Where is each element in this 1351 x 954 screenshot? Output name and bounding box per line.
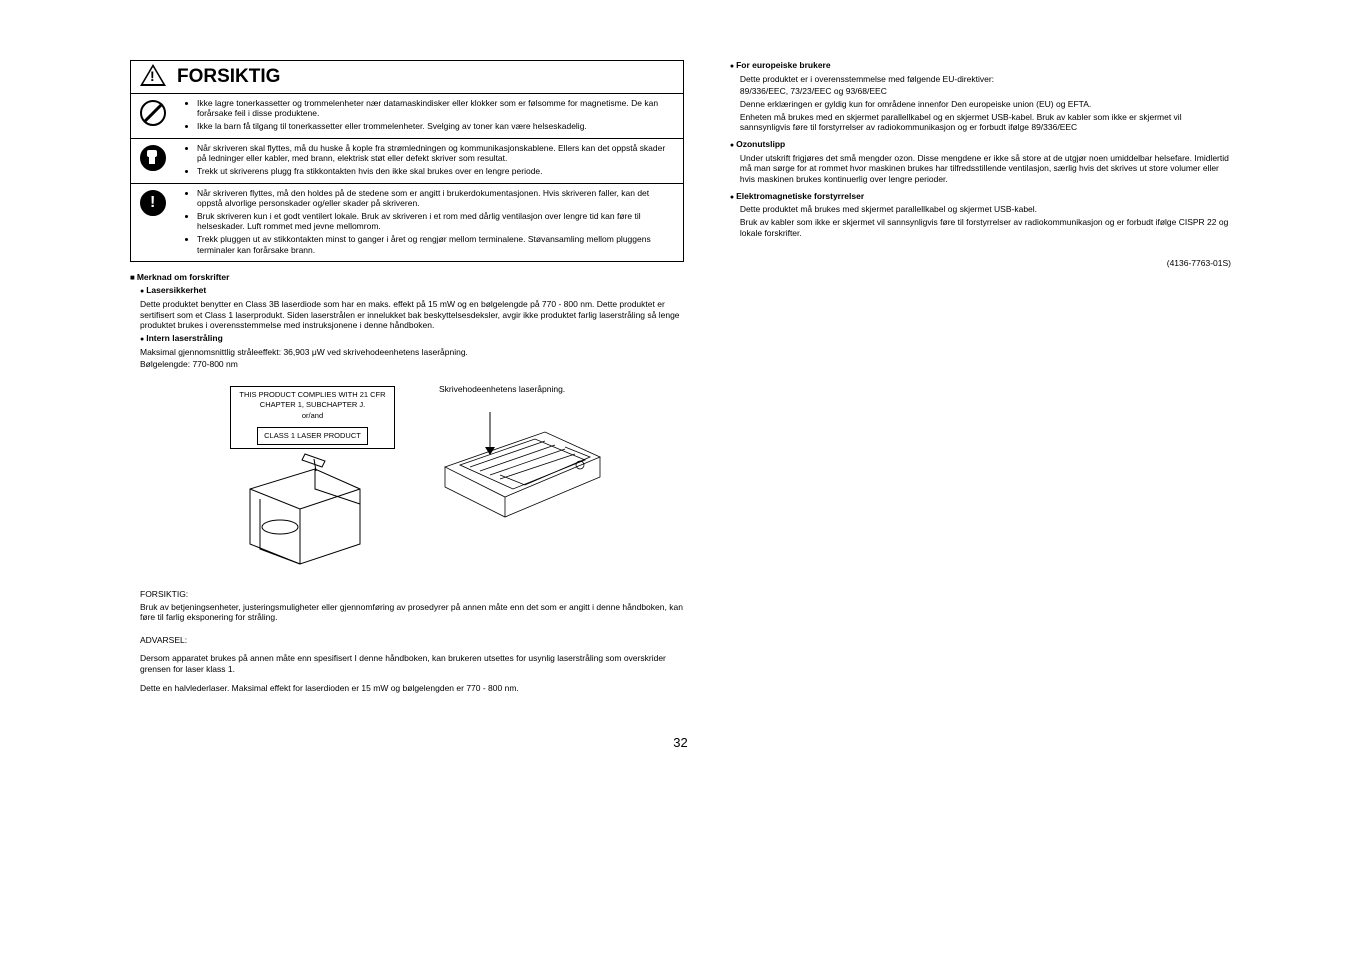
advarsel-p1: Dersom apparatet brukes på annen måte en… (140, 653, 684, 674)
caution-row-2-item-0: Når skriveren flyttes, må den holdes på … (197, 188, 677, 209)
printer-icon (230, 449, 380, 579)
forsiktig-body: Bruk av betjeningsenheter, justeringsmul… (140, 602, 684, 623)
laser-body: Dette produktet benytter en Class 3B las… (140, 299, 684, 331)
label-orand: or/and (235, 411, 390, 421)
intern-line2: Bølgelengde: 770-800 nm (140, 359, 684, 370)
euro-p1: Dette produktet er i overensstemmelse me… (740, 74, 1231, 85)
caution-row-2-item-2: Trekk pluggen ut av stikkontakten minst … (197, 234, 677, 255)
caution-title: ! FORSIKTIG (131, 61, 683, 93)
advarsel-title: ADVARSEL: (140, 635, 684, 646)
euro-p2: 89/336/EEC, 73/23/EEC og 93/68/EEC (740, 86, 1231, 97)
caution-row-1-item-0: Når skriveren skal flyttes, må du huske … (197, 143, 677, 164)
caution-row-2-item-1: Bruk skriveren kun i et godt ventilert l… (197, 211, 677, 232)
printer-figure: THIS PRODUCT COMPLIES WITH 21 CFR CHAPTE… (230, 386, 395, 579)
intern-title: Intern laserstråling (140, 333, 684, 345)
intern-line1: Maksimal gjennomsnittlig stråleeffekt: 3… (140, 347, 684, 358)
label-classbox: CLASS 1 LASER PRODUCT (257, 427, 368, 445)
caution-title-text: FORSIKTIG (177, 65, 280, 89)
ozone-body: Under utskrift frigjøres det små mengder… (740, 153, 1231, 185)
caution-row-1-item-1: Trekk ut skriverens plugg fra stikkontak… (197, 166, 677, 177)
caution-row-1: Når skriveren skal flyttes, må du huske … (181, 143, 677, 177)
euro-p4: Enheten må brukes med en skjermet parall… (740, 112, 1231, 133)
unplug-icon (140, 145, 166, 171)
caution-row-0-item-0: Ikke lagre tonerkassetter og trommelenhe… (197, 98, 677, 119)
caution-row-0-item-1: Ikke la barn få tilgang til tonerkassett… (197, 121, 677, 132)
label-line1: THIS PRODUCT COMPLIES WITH 21 CFR (235, 390, 390, 400)
euro-p3: Denne erklæringen er gyldig kun for områ… (740, 99, 1231, 110)
page-number: 32 (130, 735, 1231, 751)
compliance-label: THIS PRODUCT COMPLIES WITH 21 CFR CHAPTE… (230, 386, 395, 449)
emi-title: Elektromagnetiske forstyrrelser (730, 191, 1231, 203)
prohibit-icon (140, 100, 166, 126)
ozone-title: Ozonutslipp (730, 139, 1231, 151)
label-line2: CHAPTER 1, SUBCHAPTER J. (235, 400, 390, 410)
laser-title: Lasersikkerhet (140, 285, 684, 297)
caution-row-0: Ikke lagre tonerkassetter og trommelenhe… (181, 98, 677, 132)
regs-title: Merknad om forskrifter (130, 272, 684, 283)
emi-p1: Dette produktet må brukes med skjermet p… (740, 204, 1231, 215)
advarsel-p2: Dette en halvlederlaser. Maksimal effekt… (140, 683, 684, 694)
scanner-icon (435, 397, 605, 557)
mandatory-icon (140, 190, 166, 216)
part-number: (4136-7763-01S) (730, 258, 1231, 269)
euro-title: For europeiske brukere (730, 60, 1231, 72)
caution-table: ! FORSIKTIG Ikke lagre tonerkassetter og… (130, 60, 684, 262)
warning-bang-icon: ! (150, 68, 155, 86)
emi-p2: Bruk av kabler som ikke er skjermet vil … (740, 217, 1231, 238)
forsiktig-title: FORSIKTIG: (140, 589, 684, 600)
caution-row-2: Når skriveren flyttes, må den holdes på … (181, 188, 677, 256)
scanner-callout: Skrivehodeenhetens laseråpning. (439, 384, 605, 395)
scanner-figure: Skrivehodeenhetens laseråpning. (435, 386, 605, 557)
